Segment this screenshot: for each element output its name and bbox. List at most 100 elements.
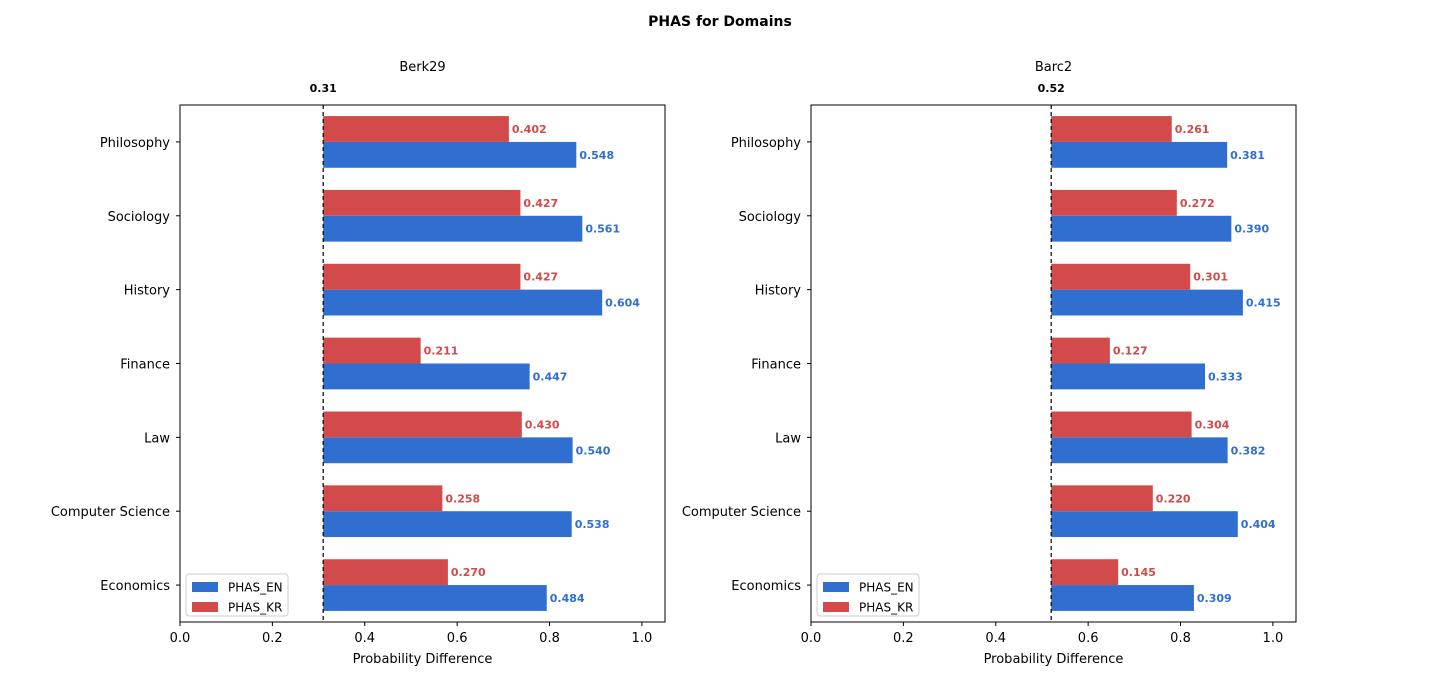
legend-label: PHAS_KR <box>228 601 282 615</box>
bar-value-label: 0.261 <box>1175 123 1210 136</box>
bar-phas-en <box>323 215 583 242</box>
baseline-label: 0.31 <box>310 82 337 95</box>
y-tick-label: Sociology <box>739 210 802 225</box>
bar-phas-en <box>1051 437 1228 464</box>
bar-phas-en <box>323 585 547 611</box>
legend-swatch <box>823 602 849 612</box>
legend-label: PHAS_KR <box>859 601 913 615</box>
bar-phas-en <box>1051 141 1228 168</box>
bar-value-label: 0.309 <box>1197 592 1232 605</box>
bar-value-label: 0.258 <box>445 492 480 505</box>
bar-value-label: 0.127 <box>1113 345 1148 358</box>
legend-label: PHAS_EN <box>859 581 914 595</box>
bar-phas-kr <box>1051 485 1153 512</box>
bar-value-label: 0.301 <box>1193 271 1228 284</box>
legend: PHAS_EN PHAS_KR <box>185 573 289 617</box>
baseline-label: 0.52 <box>1038 82 1065 95</box>
y-tick-label: Philosophy <box>731 136 801 151</box>
x-axis-label: Probability Difference <box>984 652 1124 667</box>
bar-value-label: 0.538 <box>575 518 610 531</box>
figure-title: PHAS for Domains <box>648 14 792 30</box>
bar-phas-kr <box>323 116 509 142</box>
bar-value-label: 0.561 <box>585 223 620 236</box>
y-tick-label: History <box>124 284 171 299</box>
y-tick-label: Computer Science <box>51 505 170 520</box>
x-tick-label: 0.0 <box>801 631 822 646</box>
bar-value-label: 0.382 <box>1231 444 1266 457</box>
legend-swatch <box>192 582 218 592</box>
bar-phas-kr <box>1051 189 1177 216</box>
y-tick-label: Philosophy <box>100 136 170 151</box>
bar-value-label: 0.220 <box>1156 492 1191 505</box>
y-tick-label: History <box>755 284 802 299</box>
bar-phas-kr <box>1051 559 1119 586</box>
bar-value-label: 0.427 <box>523 197 558 210</box>
bar-phas-kr <box>1051 411 1192 438</box>
plots-container: Berk29 0.548 0.402 Philosophy 0.561 0.427 Soci… <box>51 60 1297 667</box>
bar-phas-kr <box>323 337 421 364</box>
bar-phas-en <box>323 141 577 168</box>
bar-value-label: 0.427 <box>523 271 558 284</box>
bar-phas-kr <box>323 411 522 438</box>
legend-swatch <box>192 602 218 612</box>
x-tick-label: 1.0 <box>632 631 653 646</box>
bar-phas-kr <box>1051 263 1191 290</box>
bar-phas-kr <box>1051 337 1110 364</box>
y-tick-label: Law <box>144 431 170 446</box>
axes-frame <box>810 104 1297 623</box>
legend: PHAS_EN PHAS_KR <box>816 573 920 617</box>
x-tick-label: 0.8 <box>539 631 560 646</box>
x-tick-label: 0.0 <box>170 631 191 646</box>
legend-label: PHAS_EN <box>228 581 283 595</box>
bar-value-label: 0.415 <box>1246 297 1281 310</box>
x-tick-label: 0.2 <box>262 631 283 646</box>
bar-phas-en <box>1051 363 1206 390</box>
y-tick-label: Finance <box>751 358 801 373</box>
bar-value-label: 0.430 <box>525 418 560 431</box>
bar-value-label: 0.304 <box>1195 418 1230 431</box>
subplot-title: Berk29 <box>399 60 445 75</box>
x-tick-label: 0.8 <box>1170 631 1191 646</box>
bar-value-label: 0.484 <box>550 592 585 605</box>
y-tick-label: Economics <box>731 579 801 594</box>
bar-phas-en <box>1051 289 1243 316</box>
y-tick-label: Computer Science <box>682 505 801 520</box>
bar-value-label: 0.548 <box>579 149 614 162</box>
bar-value-label: 0.381 <box>1230 149 1265 162</box>
x-tick-label: 0.2 <box>893 631 914 646</box>
x-axis-label: Probability Difference <box>353 652 493 667</box>
bar-value-label: 0.404 <box>1241 518 1276 531</box>
bar-value-label: 0.604 <box>605 297 640 310</box>
bar-value-label: 0.272 <box>1180 197 1215 210</box>
bar-phas-en <box>1051 215 1232 242</box>
bar-value-label: 0.540 <box>576 444 611 457</box>
legend-swatch <box>823 582 849 592</box>
bar-value-label: 0.211 <box>424 345 459 358</box>
bar-phas-kr <box>323 559 448 586</box>
x-tick-label: 0.4 <box>354 631 375 646</box>
axes-frame <box>179 104 666 623</box>
x-tick-label: 0.4 <box>985 631 1006 646</box>
x-tick-label: 1.0 <box>1263 631 1284 646</box>
bar-phas-kr <box>1051 116 1172 142</box>
chart-panel-berk29: Berk29 0.548 0.402 Philosophy 0.561 0.427 Soci… <box>51 60 666 667</box>
bar-value-label: 0.270 <box>451 566 486 579</box>
y-tick-label: Economics <box>100 579 170 594</box>
bar-value-label: 0.145 <box>1121 566 1156 579</box>
bar-phas-kr <box>323 189 521 216</box>
chart-panel-barc2: Barc2 0.381 0.261 Philosophy 0.390 0.272 Socio… <box>682 60 1297 667</box>
bar-phas-en <box>1051 511 1238 538</box>
x-tick-label: 0.6 <box>1078 631 1099 646</box>
bar-value-label: 0.447 <box>533 370 568 383</box>
y-tick-label: Finance <box>120 358 170 373</box>
bar-phas-kr <box>323 263 521 290</box>
subplot-title: Barc2 <box>1035 60 1072 75</box>
bar-value-label: 0.390 <box>1234 223 1269 236</box>
bar-phas-en <box>323 437 573 464</box>
bar-phas-en <box>323 363 530 390</box>
bar-phas-en <box>323 511 572 538</box>
y-tick-label: Sociology <box>108 210 171 225</box>
bar-value-label: 0.402 <box>512 123 547 136</box>
bar-value-label: 0.333 <box>1208 370 1243 383</box>
